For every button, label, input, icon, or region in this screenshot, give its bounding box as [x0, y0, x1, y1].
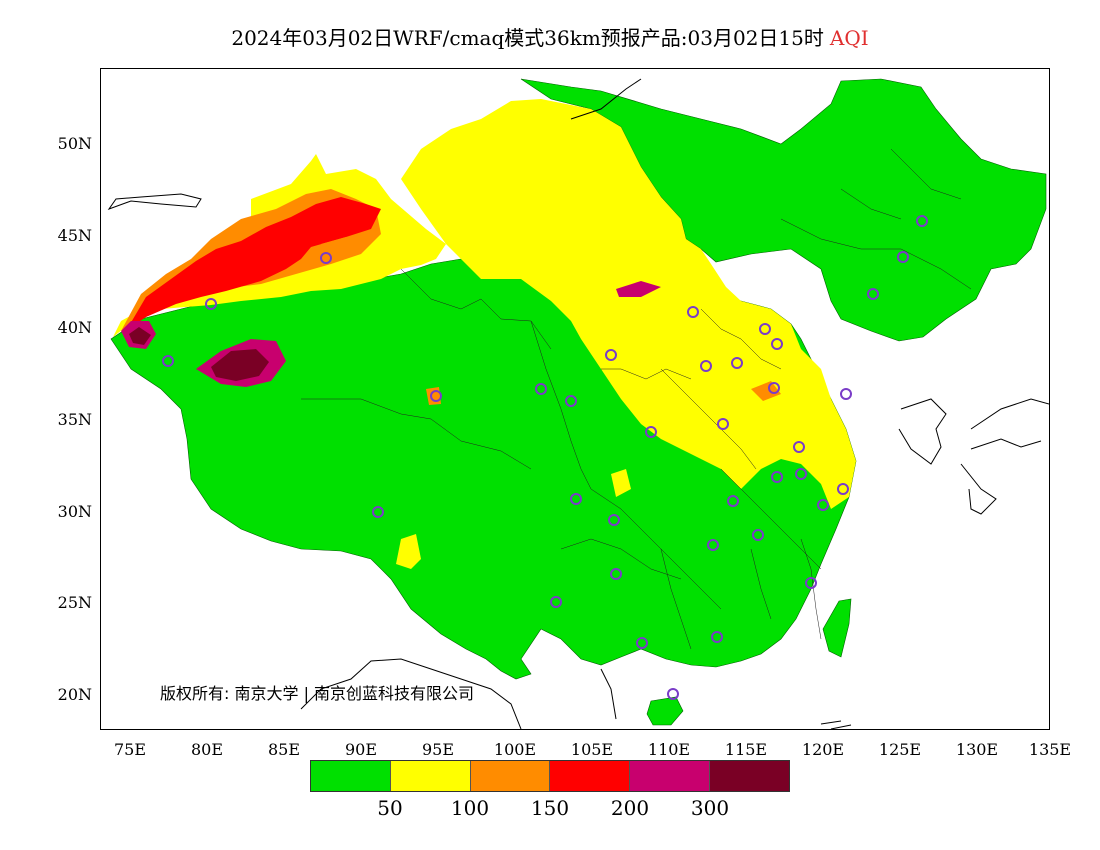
title-text: 2024年03月02日WRF/cmaq模式36km预报产品:03月02日15时: [231, 26, 824, 50]
lon-label: 95E: [421, 740, 455, 759]
legend-swatch-very-unhealthy: [630, 761, 711, 791]
region-moderate-chongqing: [611, 469, 631, 497]
legend-label: 150: [530, 796, 570, 820]
legend-swatch-hazardous: [710, 761, 789, 791]
lon-label: 115E: [724, 740, 768, 759]
coastline: [107, 78, 1049, 729]
lon-label: 135E: [1028, 740, 1072, 759]
map-canvas[interactable]: [100, 68, 1050, 730]
region-hazardous-kashgar: [129, 327, 151, 345]
region-usg-hubei: [751, 381, 781, 401]
lat-label: 45N: [57, 226, 92, 245]
lon-label: 80E: [190, 740, 224, 759]
lat-label: 25N: [57, 593, 92, 612]
lon-label: 100E: [493, 740, 537, 759]
legend-label: 200: [610, 796, 650, 820]
lat-label: 20N: [57, 685, 92, 704]
lon-label: 130E: [955, 740, 999, 759]
lon-label: 75E: [113, 740, 147, 759]
legend-swatch-unhealthy: [550, 761, 631, 791]
variable-label: AQI: [829, 26, 869, 50]
lat-label: 30N: [57, 502, 92, 521]
region-moderate-tibet: [396, 534, 421, 569]
legend-swatch-good: [311, 761, 391, 791]
lon-label: 120E: [801, 740, 845, 759]
legend-label: 300: [690, 796, 730, 820]
copyright-note: 版权所有: 南京大学 | 南京创蓝科技有限公司: [160, 684, 475, 703]
legend-swatch-moderate: [390, 761, 471, 791]
lon-label: 110E: [647, 740, 691, 759]
legend-label: 50: [377, 796, 403, 820]
province-borders: [301, 148, 972, 650]
station-markers: [162, 215, 928, 700]
lat-label: 50N: [57, 134, 92, 153]
region-unhealthy-xinjiang: [126, 197, 381, 331]
region-taiwan: [822, 598, 852, 658]
map-title: 2024年03月02日WRF/cmaq模式36km预报产品:03月02日15时 A…: [0, 22, 1100, 51]
aqi-map-svg: [107, 78, 1049, 729]
region-good: [520, 78, 1047, 342]
lat-label: 40N: [57, 318, 92, 337]
lat-label: 35N: [57, 410, 92, 429]
lon-label: 90E: [344, 740, 378, 759]
legend-label: 100: [450, 796, 490, 820]
lon-label: 125E: [878, 740, 922, 759]
lon-label: 105E: [570, 740, 614, 759]
region-usg-north: [321, 237, 356, 257]
region-hazardous-xinjiang: [211, 349, 269, 381]
region-vunhealthy-north: [616, 281, 661, 297]
legend-swatch-usg: [470, 761, 551, 791]
color-legend: [310, 760, 790, 792]
region-hainan: [646, 696, 684, 726]
lon-label: 85E: [267, 740, 301, 759]
region-moderate-north: [401, 99, 856, 509]
